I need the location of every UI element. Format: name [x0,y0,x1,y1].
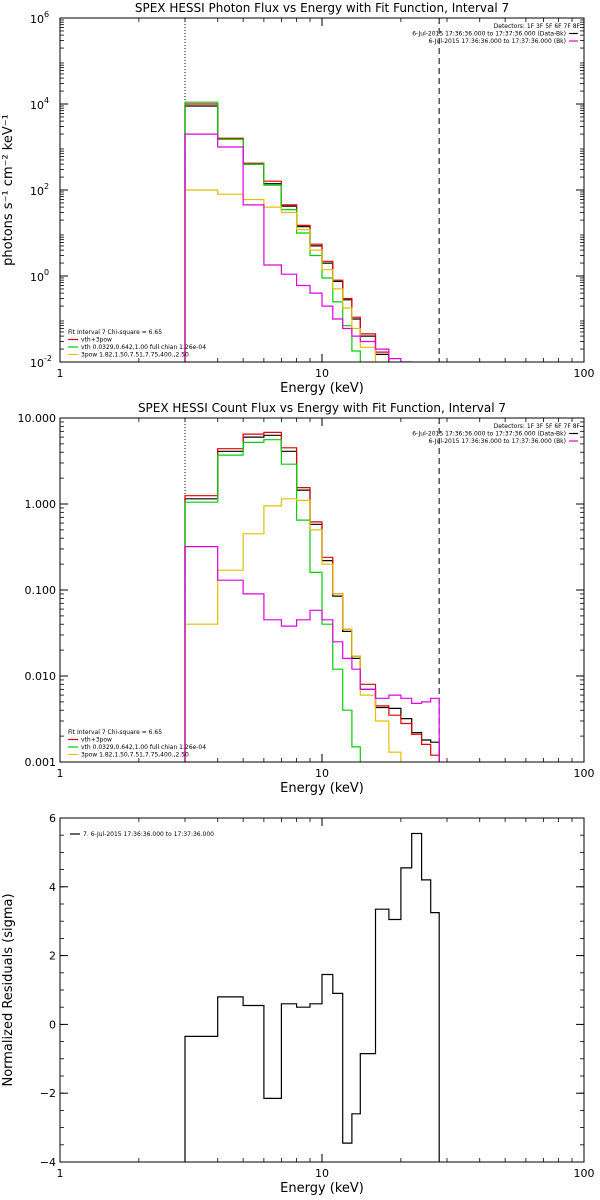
y-tick-label-exp: 0 [44,268,49,277]
y-tick-label-base: 10 [30,271,44,284]
x-tick-label: 100 [574,767,595,780]
legend-entry: 6-Jul-2015 17:36:36.000 to 17:37:36.000 … [428,38,566,45]
x-tick-label: 100 [574,1167,595,1180]
legend-entry: 3pow 1.82,1.50,7.51,7.75,400.,2.50 [81,352,189,359]
legend-entry: vth 0.0329,0.642,1.00 full chian 1.26e-0… [81,344,206,351]
x-axis-label: Energy (keV) [280,381,364,396]
legend-entry: Detectors: 1F 3F 5F 6F 7F 8F [494,23,581,30]
x-axis-label: Energy (keV) [280,1181,364,1196]
y-tick-label: 6 [49,812,56,825]
x-tick-label: 10 [315,367,329,380]
legend-entry: vth 0.0329,0.642,1.00 full chian 1.26e-0… [81,744,206,751]
y-tick-label-exp: 2 [44,182,49,191]
series-group [184,832,440,1162]
y-tick-label: 1.000 [25,498,57,511]
legend-entry: Detectors: 1F 3F 5F 6F 7F 8F [494,423,581,430]
y-tick-label-base: 10 [30,357,44,370]
x-tick-label: 1 [57,367,64,380]
y-tick-label-exp: 4 [44,96,49,105]
legend-entry: 7. 6-Jul-2015 17:36:36.000 to 17:37:36.0… [83,831,214,838]
y-tick-label: −2 [40,1087,56,1100]
y-axis-label: Normalized Residuals (sigma) [1,893,16,1086]
y-tick-label: −4 [40,1156,56,1169]
legend-entry: 6-Jul-2015 17:36:36.000 to 17:37:36.000 … [412,431,566,438]
y-tick-label-base: 10 [30,185,44,198]
y-tick-label: 0 [49,1018,56,1031]
series-group [184,101,413,362]
chart-panel-1: SPEX HESSI Photon Flux vs Energy with Fi… [1,1,595,396]
series-line-4 [184,498,402,762]
y-tick-label-base: 10 [30,99,44,112]
y-tick-label-exp: -2 [44,354,52,363]
chart-panel-2: SPEX HESSI Count Flux vs Energy with Fit… [18,401,595,796]
y-tick-label: 10.000 [18,412,57,425]
chart-title: SPEX HESSI Count Flux vs Energy with Fit… [138,401,506,415]
series-line-1 [184,832,440,1162]
series-line-2 [184,103,390,362]
x-axis-label: Energy (keV) [280,781,364,796]
series-line-3 [184,101,361,362]
legend-entry: vth+3pow [81,737,112,744]
series-line-2 [184,431,440,762]
legend-entry: 6-Jul-2015 17:36:36.000 to 17:37:36.000 … [428,438,566,445]
legend-entry: Fit Interval 7 Chi-square = 6.65 [68,329,162,336]
legend-entry: 3pow 1.82,1.50,7.51,7.75,400.,2.50 [81,752,189,759]
y-tick-label: 4 [49,881,56,894]
legend-entry: 6-Jul-2015 17:36:36.000 to 17:37:36.000 … [412,31,566,38]
plot-frame [59,17,585,363]
x-tick-label: 10 [315,1167,329,1180]
x-tick-label: 1 [57,767,64,780]
y-tick-label: 0.010 [25,670,57,683]
x-tick-label: 1 [57,1167,64,1180]
plot-frame [59,817,585,1163]
x-tick-label: 100 [574,367,595,380]
legend-entry: Fit Interval 7 Chi-square = 6.65 [68,729,162,736]
y-tick-label-exp: 6 [44,10,49,19]
series-line-1 [184,105,390,362]
y-tick-label-base: 10 [30,13,44,26]
series-line-3 [184,439,361,762]
chart-title: SPEX HESSI Photon Flux vs Energy with Fi… [135,1,509,15]
legend-entry: vth+3pow [81,337,112,344]
x-tick-label: 10 [315,767,329,780]
series-line-5 [184,133,413,362]
y-tick-label: 0.100 [25,584,57,597]
y-tick-label: 2 [49,950,56,963]
y-axis-label: photons s⁻¹ cm⁻² keV⁻¹ [1,114,16,266]
y-tick-label: 0.001 [25,756,57,769]
series-group [184,431,440,762]
plot-frame [59,417,585,763]
series-line-5 [184,546,440,762]
series-line-4 [184,189,377,362]
chart-panel-3: Energy (keV) Normalized Residuals (sigma)… [1,812,595,1196]
